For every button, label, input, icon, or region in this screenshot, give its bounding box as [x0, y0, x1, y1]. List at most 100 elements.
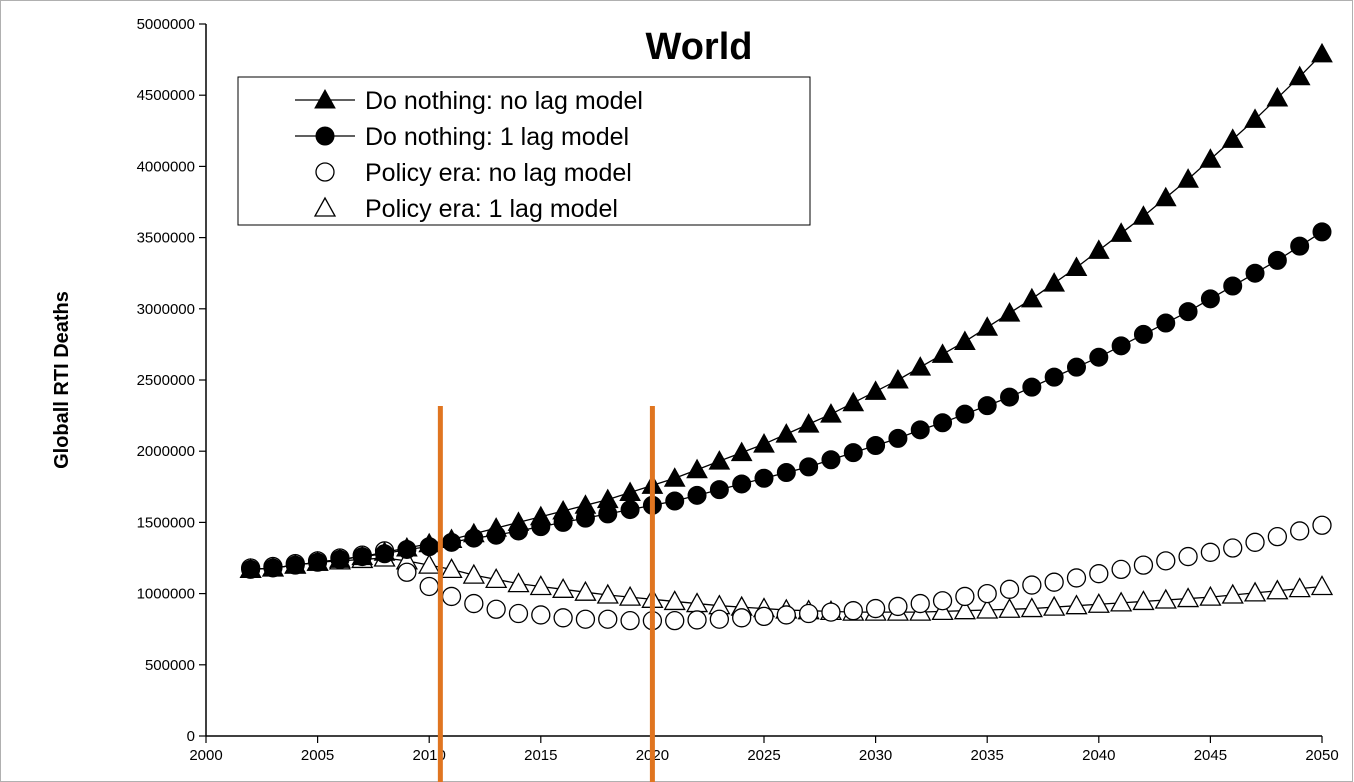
data-point [977, 396, 997, 416]
data-point [598, 609, 618, 629]
data-point [1110, 222, 1132, 242]
data-point [999, 579, 1020, 599]
data-point [1087, 592, 1110, 613]
data-point [1178, 546, 1198, 567]
data-point [931, 600, 954, 621]
reference-lines [437, 406, 655, 782]
x-tick-label: 2015 [524, 747, 557, 764]
x-tick-label: 2045 [1194, 747, 1227, 764]
data-point [1156, 551, 1176, 571]
data-point [909, 356, 932, 376]
y-tick-label: 4000000 [137, 158, 195, 175]
data-point [1221, 128, 1244, 148]
data-point [1110, 591, 1133, 612]
data-point [1111, 559, 1131, 580]
y-tick-label: 1500000 [137, 514, 195, 531]
data-point [955, 404, 975, 424]
data-point [732, 474, 752, 494]
data-point [687, 485, 707, 505]
data-point [775, 423, 798, 443]
data-point [507, 572, 530, 593]
y-tick-label: 4500000 [137, 87, 195, 104]
x-tick-label: 2025 [747, 747, 780, 764]
data-point [776, 463, 796, 483]
data-point [1312, 222, 1332, 242]
data-point [441, 586, 462, 607]
data-point [1066, 568, 1087, 588]
data-point [1089, 564, 1109, 584]
data-point [1200, 289, 1220, 309]
series-0 [239, 42, 1333, 578]
data-point [596, 488, 619, 509]
x-tick-label: 2040 [1082, 747, 1115, 764]
legend-box [237, 76, 811, 226]
data-point [552, 499, 574, 520]
legend: Do nothing: no lag model Do nothing: 1 la… [237, 76, 811, 226]
legend-label: Do nothing: no lag model [365, 87, 643, 115]
data-point [1199, 148, 1222, 168]
data-point [418, 532, 441, 553]
data-point [888, 428, 908, 448]
data-point [1245, 263, 1265, 283]
data-point [954, 330, 976, 351]
data-point [709, 609, 730, 629]
data-point [932, 591, 953, 611]
data-point [910, 420, 930, 440]
data-point [529, 505, 552, 526]
data-point [1065, 594, 1088, 615]
data-point [575, 609, 596, 629]
data-point [1043, 595, 1066, 616]
data-point [953, 599, 976, 620]
data-point [1022, 377, 1042, 397]
data-point [821, 602, 841, 622]
data-point [1178, 302, 1198, 322]
data-point [397, 562, 417, 582]
data-point [686, 458, 708, 479]
data-point [998, 302, 1021, 322]
data-point [1111, 336, 1131, 356]
data-point [931, 343, 954, 363]
data-point [1288, 65, 1311, 86]
data-point [1156, 313, 1176, 333]
x-tick-label: 2010 [413, 747, 446, 764]
data-point [529, 575, 552, 596]
data-point [552, 577, 575, 598]
data-point [486, 599, 506, 619]
series-layer [239, 42, 1334, 631]
data-point [620, 500, 640, 520]
data-point [1066, 357, 1086, 377]
y-tick-label: 1000000 [137, 586, 195, 603]
data-point [1223, 276, 1243, 296]
legend-label: Do nothing: 1 lag model [365, 123, 629, 151]
data-point [619, 481, 641, 501]
data-point [1065, 256, 1088, 277]
data-point [574, 580, 597, 601]
data-point [708, 450, 731, 470]
x-tick-label: 2035 [971, 747, 1004, 764]
data-point [888, 596, 908, 617]
data-point [887, 368, 909, 389]
data-point [1043, 272, 1066, 292]
data-point [1245, 532, 1265, 552]
data-point [753, 433, 775, 453]
data-point [1290, 236, 1310, 256]
data-point [1200, 542, 1221, 562]
data-point [1176, 587, 1200, 608]
data-point [1020, 597, 1043, 618]
data-point [1312, 515, 1332, 535]
y-tick-label: 3500000 [137, 230, 195, 247]
data-point [418, 553, 441, 574]
data-point [1154, 588, 1177, 609]
x-tick-label: 2000 [189, 747, 222, 764]
data-point [776, 605, 796, 625]
data-point [1087, 239, 1110, 259]
y-tick-label: 2500000 [137, 372, 195, 389]
y-tick-labels: 0 500000 1000000 1500000 2000000 2500000 30000… [137, 16, 195, 745]
legend-marker [313, 196, 337, 217]
data-point [531, 605, 551, 625]
data-point [842, 391, 865, 412]
data-point [262, 556, 284, 577]
data-point [730, 441, 753, 462]
legend-marker [314, 88, 336, 109]
